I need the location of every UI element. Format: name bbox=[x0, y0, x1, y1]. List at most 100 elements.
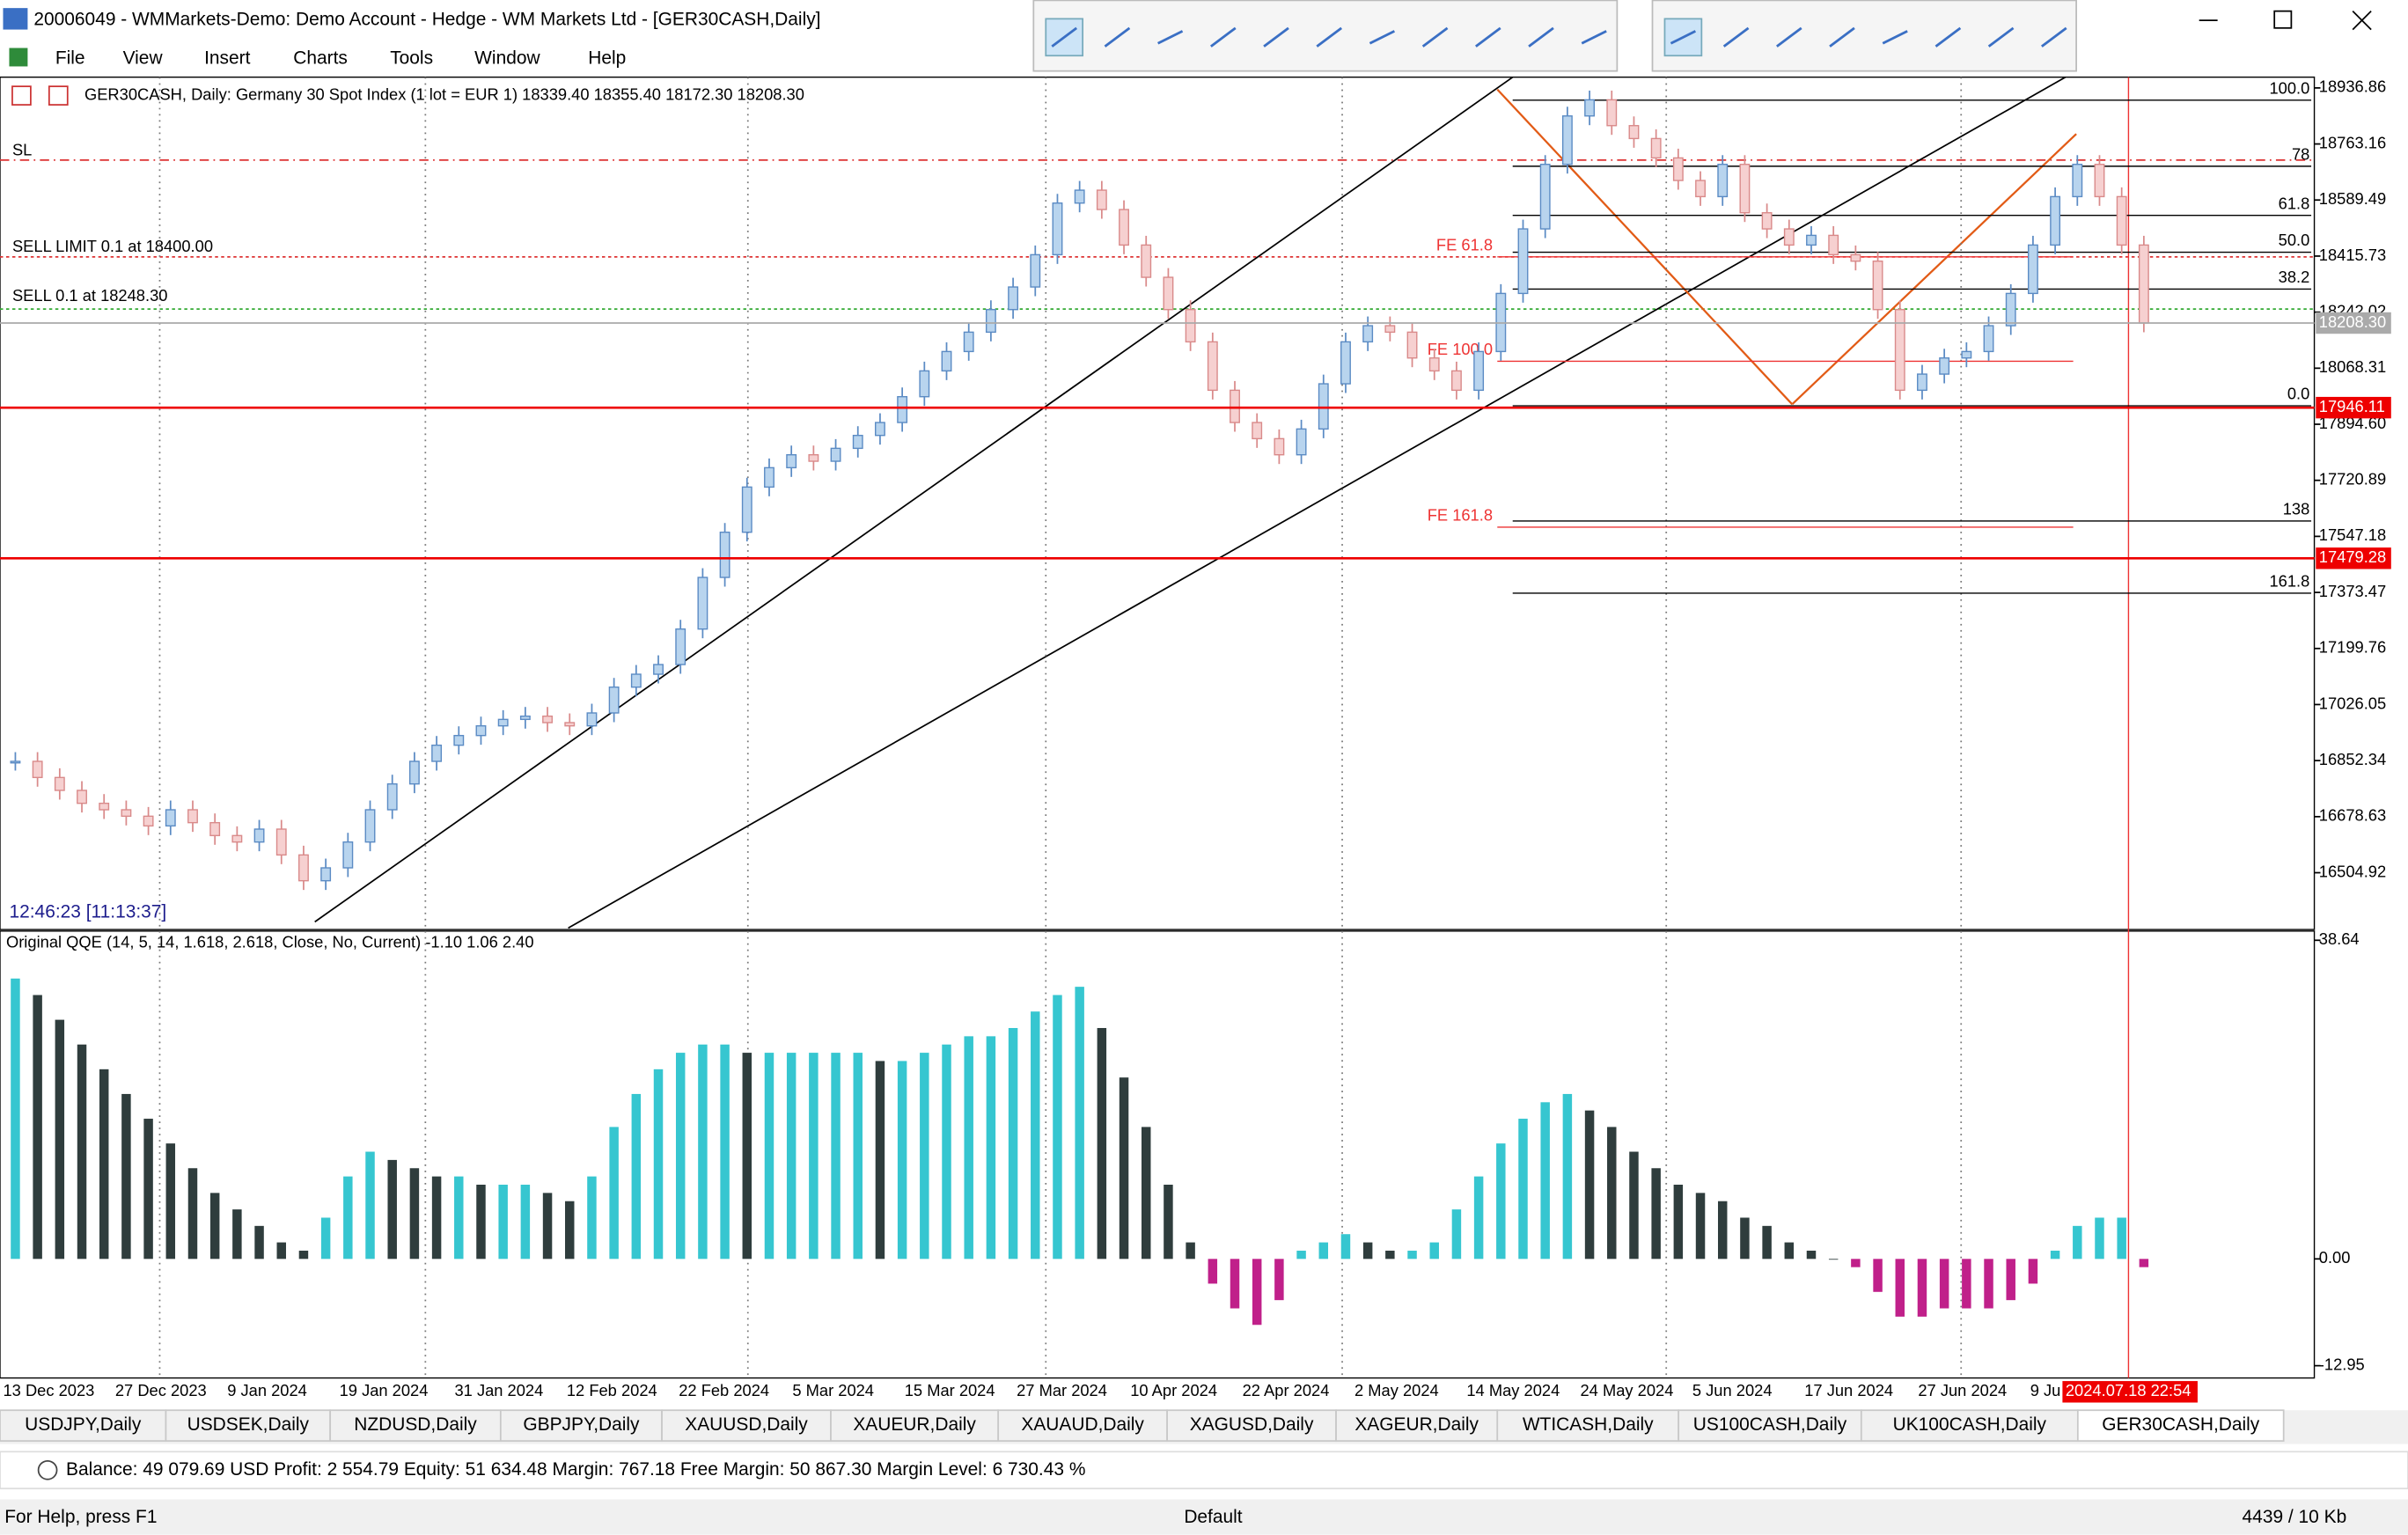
candle-body bbox=[475, 724, 487, 737]
candle-body bbox=[1717, 164, 1729, 198]
tab-label[interactable]: USDSEK,Daily bbox=[187, 1414, 310, 1435]
expand-icon[interactable] bbox=[37, 1459, 58, 1480]
candle-body bbox=[275, 828, 287, 856]
toolbar-icon bbox=[1581, 30, 1607, 45]
one-click-icon[interactable] bbox=[11, 85, 32, 106]
qqe-bar bbox=[1584, 1110, 1595, 1260]
tab-label[interactable]: XAGEUR,Daily bbox=[1354, 1414, 1479, 1435]
candle-body bbox=[1473, 350, 1485, 392]
fibo-label: 161.8 bbox=[2269, 572, 2309, 591]
symbol-tab[interactable] bbox=[2076, 1409, 2285, 1443]
expansion-line bbox=[1496, 88, 1794, 406]
candle-body bbox=[1672, 157, 1684, 181]
tab-label[interactable]: USDJPY,Daily bbox=[25, 1414, 142, 1435]
candle-body bbox=[586, 712, 598, 727]
qqe-bar bbox=[1318, 1242, 1329, 1260]
candle-body bbox=[2094, 164, 2105, 198]
qqe-bar bbox=[742, 1053, 752, 1260]
candle-body bbox=[1783, 228, 1795, 246]
maximize-button[interactable] bbox=[2273, 10, 2293, 29]
symbol-tab[interactable] bbox=[997, 1409, 1168, 1443]
menu-item[interactable]: Window bbox=[474, 48, 540, 68]
qqe-bar bbox=[764, 1053, 775, 1260]
close-button[interactable] bbox=[2352, 11, 2372, 31]
date-label: 22 Feb 2024 bbox=[679, 1381, 769, 1399]
menu-item[interactable]: Insert bbox=[204, 48, 251, 68]
qqe-bar bbox=[1473, 1176, 1484, 1260]
candle-body bbox=[1917, 373, 1927, 392]
qqe-bar bbox=[365, 1151, 375, 1260]
qqe-bar bbox=[698, 1044, 708, 1260]
candle-body bbox=[1384, 325, 1396, 334]
qqe-bar bbox=[1895, 1259, 1905, 1317]
candle-body bbox=[99, 802, 110, 811]
tab-label[interactable]: XAUAUD,Daily bbox=[1021, 1414, 1144, 1435]
qqe-bar bbox=[1806, 1250, 1817, 1260]
tab-label[interactable]: US100CASH,Daily bbox=[1693, 1414, 1847, 1435]
candle-body bbox=[2005, 292, 2016, 327]
menu-item[interactable]: Charts bbox=[293, 48, 348, 68]
candle-body bbox=[1850, 253, 1861, 262]
candle-body bbox=[830, 447, 841, 462]
qqe-bar bbox=[1984, 1259, 1993, 1309]
toolbar bbox=[1032, 0, 1619, 72]
qqe-bar bbox=[1119, 1077, 1129, 1260]
symbol-tab[interactable] bbox=[1166, 1409, 1337, 1443]
date-label: 15 Mar 2024 bbox=[905, 1381, 995, 1399]
date-label: 17 Jun 2024 bbox=[1804, 1381, 1893, 1399]
candle-body bbox=[231, 834, 243, 843]
qqe-bar bbox=[431, 1176, 442, 1260]
chart-header: GER30CASH, Daily: Germany 30 Spot Index … bbox=[84, 84, 804, 103]
status-traffic: 4439 / 10 Kb bbox=[2243, 1507, 2347, 1527]
qqe-bar bbox=[2095, 1217, 2104, 1260]
qqe-bar bbox=[2073, 1225, 2082, 1260]
price-label: 17026.05 bbox=[2319, 694, 2386, 712]
menu-item[interactable]: File bbox=[55, 48, 85, 68]
tab-label[interactable]: GER30CASH,Daily bbox=[2102, 1414, 2260, 1435]
candle-body bbox=[1074, 189, 1085, 204]
tab-label[interactable]: XAUUSD,Daily bbox=[685, 1414, 808, 1435]
menu-item[interactable]: View bbox=[123, 48, 164, 68]
symbol-tab[interactable] bbox=[661, 1409, 832, 1443]
qqe-bar bbox=[1340, 1234, 1351, 1260]
symbol-tab[interactable] bbox=[1678, 1409, 1862, 1443]
menu-item[interactable]: Tools bbox=[390, 48, 433, 68]
symbol-tab[interactable] bbox=[830, 1409, 1000, 1443]
trade-icon[interactable] bbox=[48, 85, 69, 106]
symbol-tab[interactable] bbox=[165, 1409, 332, 1443]
qqe-bar bbox=[343, 1176, 353, 1260]
qqe-bar bbox=[320, 1217, 331, 1260]
tab-label[interactable]: XAGUSD,Daily bbox=[1190, 1414, 1314, 1435]
candle-body bbox=[1141, 244, 1152, 278]
toolbar-icon bbox=[2041, 26, 2067, 48]
qqe-bar bbox=[520, 1184, 531, 1260]
symbol-tab[interactable] bbox=[329, 1409, 502, 1443]
qqe-bar bbox=[875, 1061, 885, 1260]
tab-label[interactable]: UK100CASH,Daily bbox=[1893, 1414, 2047, 1435]
qqe-bar bbox=[1740, 1217, 1750, 1260]
menu-item[interactable]: Help bbox=[588, 48, 626, 68]
price-label: 18068.31 bbox=[2319, 357, 2386, 376]
qqe-bar bbox=[1717, 1201, 1728, 1260]
date-label: 13 Dec 2023 bbox=[3, 1381, 94, 1399]
qqe-bar bbox=[1362, 1242, 1373, 1260]
qqe-bar bbox=[1917, 1259, 1927, 1317]
bid-label: 18208.30 bbox=[2319, 312, 2386, 331]
qqe-bar bbox=[942, 1044, 951, 1260]
tab-label[interactable]: NZDUSD,Daily bbox=[354, 1414, 477, 1435]
price-label: 17199.76 bbox=[2319, 638, 2386, 657]
qqe-bar bbox=[653, 1069, 664, 1260]
tab-label[interactable]: WTICASH,Daily bbox=[1523, 1414, 1654, 1435]
candle-body bbox=[497, 718, 509, 727]
cursor-date: 2024.07.18 22:54 bbox=[2066, 1381, 2191, 1399]
tab-label[interactable]: GBPJPY,Daily bbox=[523, 1414, 640, 1435]
window-title: 20006049 - WMMarkets-Demo: Demo Account … bbox=[33, 10, 820, 30]
account-bar bbox=[0, 1451, 2408, 1490]
candle-body bbox=[2050, 195, 2061, 246]
price-label: 17373.47 bbox=[2319, 582, 2386, 600]
qqe-bar bbox=[1851, 1259, 1861, 1267]
qqe-bar bbox=[2006, 1259, 2015, 1301]
candle-body bbox=[764, 466, 775, 488]
candle-body bbox=[10, 760, 21, 764]
tab-label[interactable]: XAUEUR,Daily bbox=[853, 1414, 976, 1435]
